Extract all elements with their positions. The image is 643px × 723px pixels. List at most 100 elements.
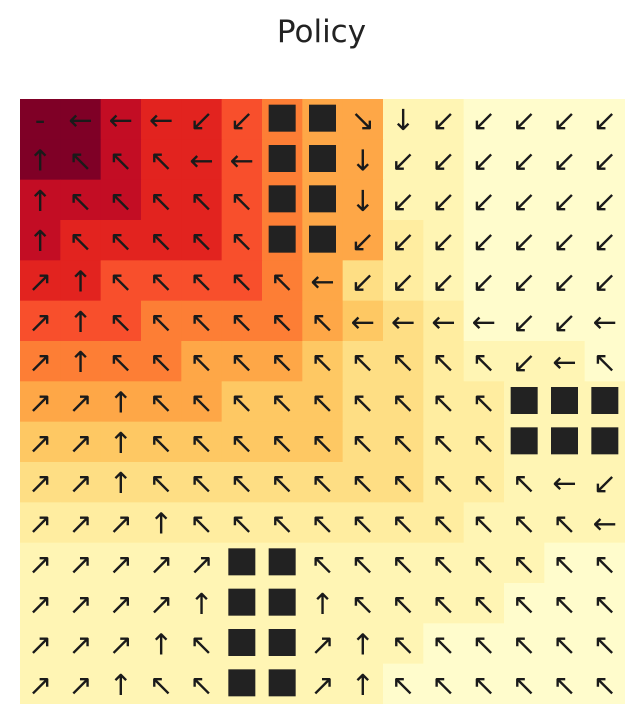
grid-cell [463,502,505,544]
policy-arrow-up-right: ↗ [109,587,133,621]
grid-cell [20,99,61,140]
grid-cell [504,663,545,704]
grid-cell [221,139,263,181]
grid-cell [181,583,223,624]
grid-cell [302,583,344,624]
grid-cell [221,99,263,140]
wall-block [309,145,336,172]
grid-cell [544,220,586,261]
policy-arrow-up-left: ↖ [189,668,213,702]
policy-arrow-up-left: ↖ [512,587,536,621]
policy-arrow-left: ← [552,466,576,500]
policy-arrow-up: ↑ [109,426,133,460]
policy-arrow-up-right: ↗ [310,668,334,702]
policy-arrow-up-left: ↖ [109,305,133,339]
policy-arrow-up-left: ↖ [149,386,173,420]
grid-cell [302,260,344,302]
policy-arrow-none: - [35,103,45,137]
policy-arrow-up: ↑ [351,668,375,702]
grid-cell [342,260,384,302]
policy-arrow-up-left: ↖ [472,628,496,662]
policy-arrow-up-left: ↖ [512,628,536,662]
grid-cell [423,179,465,221]
policy-arrow-down-left: ↙ [431,103,455,137]
grid-cell [423,583,465,624]
grid-cell [342,502,384,544]
policy-arrow-up: ↑ [28,184,52,218]
grid-cell [302,462,344,503]
grid-cell [504,502,545,544]
wall-block [268,588,296,616]
grid-cell [100,623,142,665]
policy-arrow-up: ↑ [149,507,173,541]
policy-arrow-up-left: ↖ [351,547,375,581]
policy-arrow-down-left: ↙ [512,103,536,137]
grid-cell [584,220,625,261]
grid-cell [60,623,102,665]
grid-cell [20,663,61,704]
grid-cell [20,179,61,221]
policy-arrow-down-left: ↙ [431,224,455,258]
policy-arrow-up-left: ↖ [472,547,496,581]
grid-cell [544,502,586,544]
grid-cell [383,139,424,181]
policy-arrow-left: ← [310,265,334,299]
wall-block [309,104,336,132]
grid-cell [342,139,384,181]
grid-cell [342,623,384,665]
grid-cell [141,462,182,503]
grid-cell [141,663,182,704]
wall-block [228,548,256,576]
grid-cell [302,421,344,463]
wall-block [309,225,336,253]
grid-cell [383,381,424,423]
policy-arrow-up-right: ↗ [28,668,52,702]
policy-arrow-left: ← [431,305,455,339]
policy-arrow-up-left: ↖ [593,345,617,379]
policy-arrow-up-right: ↗ [28,628,52,662]
grid-cell [463,99,505,140]
policy-arrow-up-left: ↖ [472,345,496,379]
grid-cell [342,381,384,423]
policy-arrow-up-left: ↖ [310,466,334,500]
policy-arrow-up-right: ↗ [28,547,52,581]
grid-cell [20,300,61,342]
grid-cell [504,623,545,665]
grid-cell [141,341,182,382]
grid-cell [342,542,384,584]
policy-arrow-up-right: ↗ [189,547,213,581]
policy-arrow-up-right: ↗ [68,547,92,581]
grid-cell [383,99,424,140]
policy-arrow-up-right: ↗ [310,628,334,662]
grid-cell [60,381,102,423]
policy-arrow-left: ← [391,305,415,339]
policy-arrow-up-left: ↖ [391,668,415,702]
grid-cell [141,583,182,624]
grid-cell [20,220,61,261]
grid-cell [544,260,586,302]
grid-cell [100,583,142,624]
grid-cell [20,341,61,382]
policy-arrow-up-left: ↖ [512,668,536,702]
policy-arrow-down-left: ↙ [472,144,496,178]
grid-cell [100,220,142,261]
grid-cell [221,421,263,463]
policy-arrow-down-left: ↙ [472,224,496,258]
grid-cell [383,663,424,704]
policy-arrow-down-left: ↙ [431,144,455,178]
grid-cell [262,502,303,544]
policy-arrow-up-right: ↗ [109,628,133,662]
policy-arrow-up-left: ↖ [431,587,455,621]
grid-cell [463,260,505,302]
wall-block [268,669,296,697]
grid-cell [181,462,223,503]
policy-arrow-down-left: ↙ [552,184,576,218]
policy-arrow-up-right: ↗ [28,507,52,541]
grid-cell [100,502,142,544]
policy-arrow-up: ↑ [68,305,92,339]
grid-cell [504,341,545,382]
grid-cell [60,502,102,544]
policy-arrow-up-left: ↖ [270,265,294,299]
grid-cell [181,421,223,463]
grid-cell [584,99,625,140]
